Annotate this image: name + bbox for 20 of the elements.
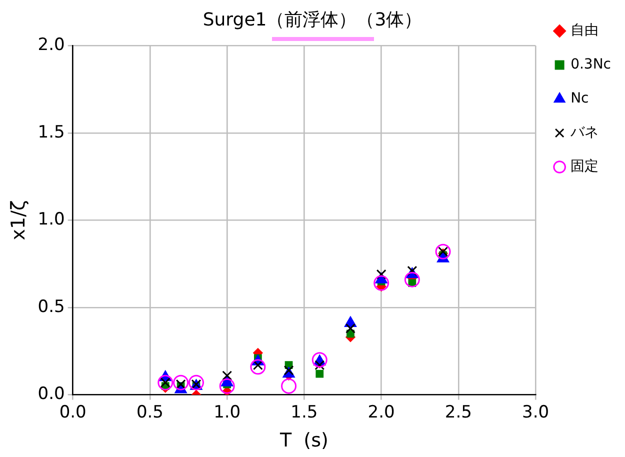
y-tick-label: 0.0 [38, 384, 65, 404]
y-axis-title: x1/ζ [7, 200, 30, 240]
x-tick-label: 1.5 [290, 402, 318, 422]
x-tick-label: 3.0 [522, 402, 550, 422]
y-tick-label: 0.5 [38, 296, 65, 317]
x-tick-label: 2.5 [444, 402, 472, 422]
legend-label: 固定 [570, 158, 599, 175]
x-axis-title: T (s) [278, 430, 328, 452]
y-tick-label: 1.0 [38, 210, 65, 230]
x-tick-label: 2.0 [368, 402, 395, 422]
x-tick-label: 0.0 [59, 402, 86, 422]
y-tick-label: 2.0 [38, 35, 65, 56]
legend-label: 0.3Nc [570, 56, 612, 73]
legend-label: Nc [570, 90, 589, 107]
legend-label: 自由 [570, 22, 599, 39]
x-tick-label: 1.0 [214, 402, 241, 422]
legend-label: バネ [570, 124, 599, 141]
chart-title: Surge1（前浮体）（3体） [202, 9, 422, 30]
y-tick-label: 1.5 [38, 122, 65, 142]
x-tick-label: 0.5 [136, 402, 164, 422]
